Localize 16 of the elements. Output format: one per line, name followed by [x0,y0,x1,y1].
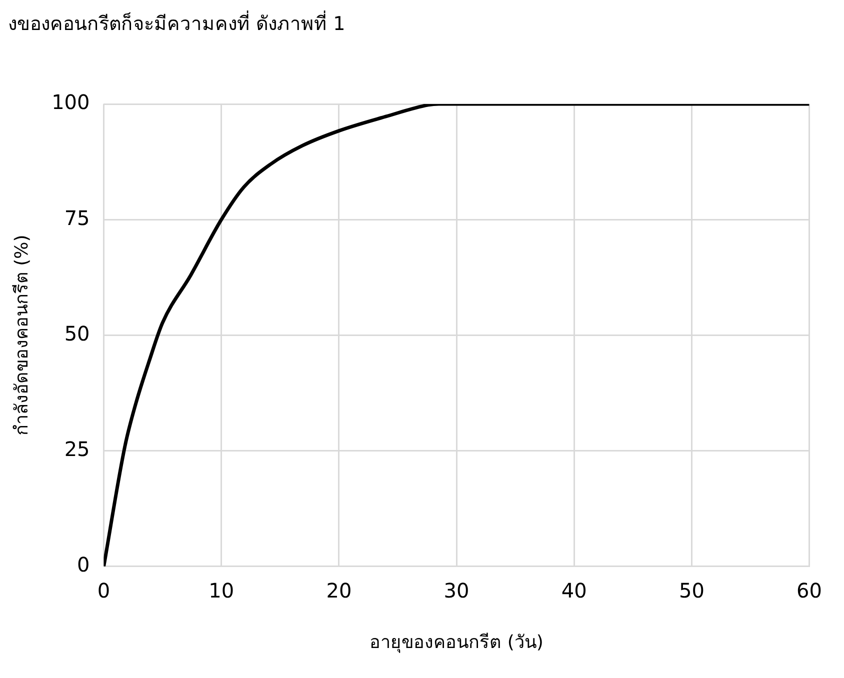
y-tick-label: 25 [64,437,90,462]
y-tick-label: 100 [52,90,90,114]
line-series [104,104,810,566]
y-tick-label: 0 [77,552,90,577]
x-axis-title: อายุของคอนกรีต (วัน) [370,632,544,653]
y-tick-label: 50 [64,321,90,346]
y-tick-label: 75 [64,206,90,230]
x-tick-label: 50 [678,578,704,603]
x-tick-label: 20 [326,578,352,603]
x-tick-label: 40 [561,578,587,603]
x-tick-label: 60 [796,578,822,603]
y-axis-title: กำลังอัดของคอนกรีต (%) [11,234,32,436]
x-tick-label: 30 [444,578,470,603]
x-tick-label: 10 [208,578,234,603]
text: งของคอนกรีตก็จะมีความคงที่ ดังภาพที่ 1 [8,10,346,37]
x-tick-label: 0 [97,578,110,603]
